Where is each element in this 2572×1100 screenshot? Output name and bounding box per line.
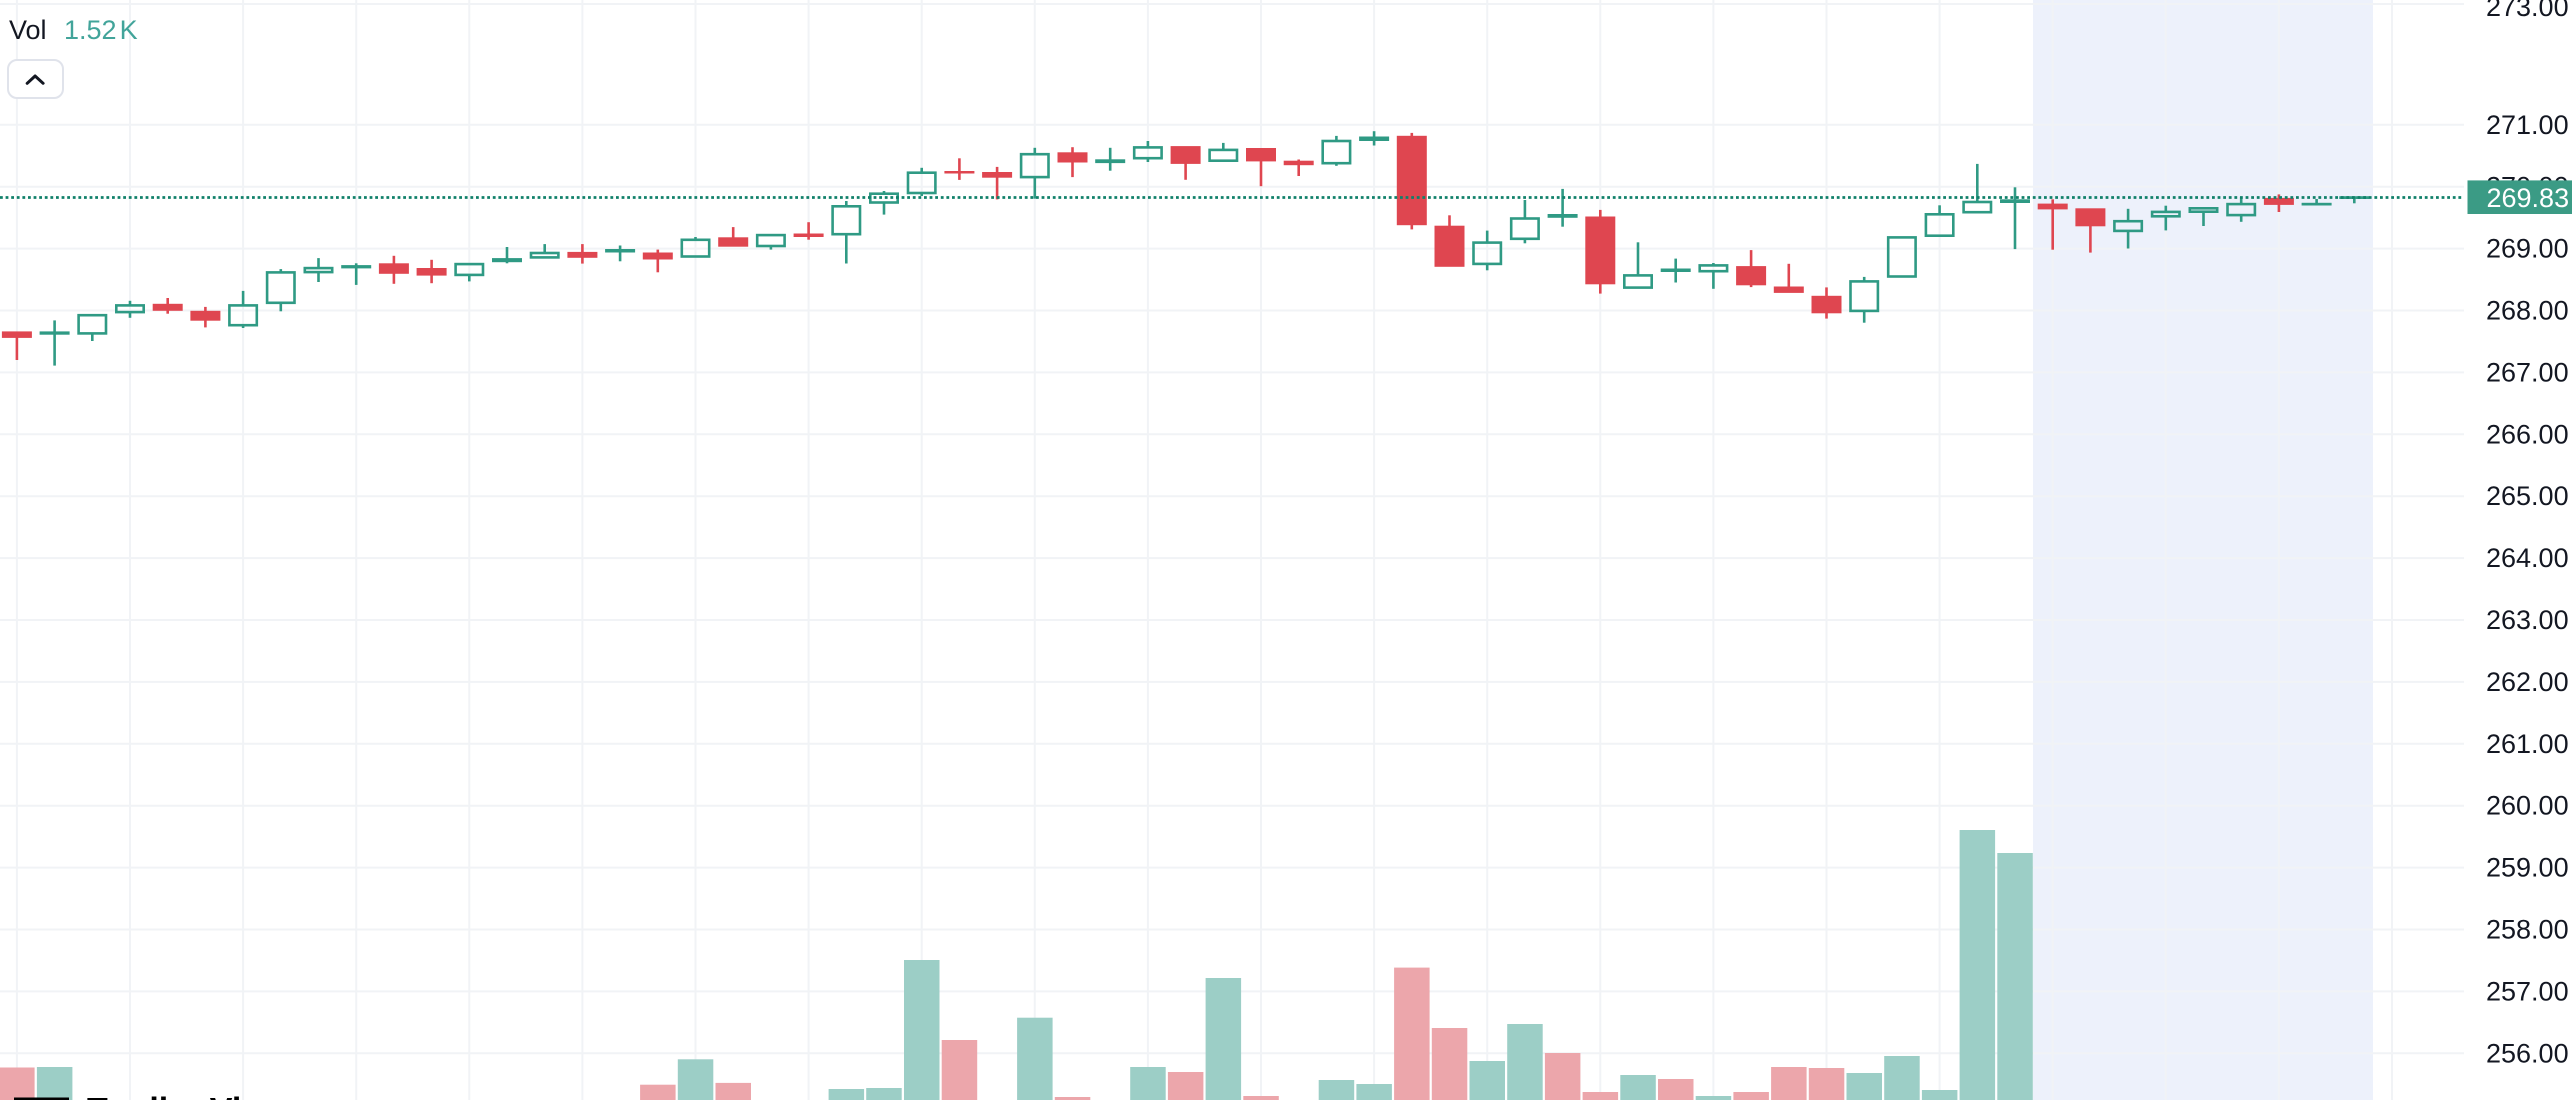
svg-text:266.00: 266.00 bbox=[2486, 419, 2569, 449]
svg-text:267.00: 267.00 bbox=[2486, 357, 2569, 387]
svg-text:256.00: 256.00 bbox=[2486, 1038, 2569, 1068]
svg-text:271.00: 271.00 bbox=[2486, 110, 2569, 140]
svg-text:260.00: 260.00 bbox=[2486, 791, 2569, 821]
svg-text:264.00: 264.00 bbox=[2486, 543, 2569, 573]
svg-text:273.00: 273.00 bbox=[2486, 0, 2569, 22]
svg-text:Vol: Vol bbox=[9, 15, 47, 45]
svg-text:268.00: 268.00 bbox=[2486, 296, 2569, 326]
svg-text:262.00: 262.00 bbox=[2486, 667, 2569, 697]
svg-text:TradingView: TradingView bbox=[87, 1092, 287, 1100]
svg-text:269.83: 269.83 bbox=[2487, 183, 2570, 213]
svg-text:265.00: 265.00 bbox=[2486, 481, 2569, 511]
svg-text:261.00: 261.00 bbox=[2486, 729, 2569, 759]
svg-text:263.00: 263.00 bbox=[2486, 605, 2569, 635]
svg-text:269.00: 269.00 bbox=[2486, 234, 2569, 264]
svg-text:258.00: 258.00 bbox=[2486, 915, 2569, 945]
svg-text:259.00: 259.00 bbox=[2486, 853, 2569, 883]
svg-text:1.52K: 1.52 K bbox=[64, 15, 138, 45]
svg-text:257.00: 257.00 bbox=[2486, 976, 2569, 1006]
